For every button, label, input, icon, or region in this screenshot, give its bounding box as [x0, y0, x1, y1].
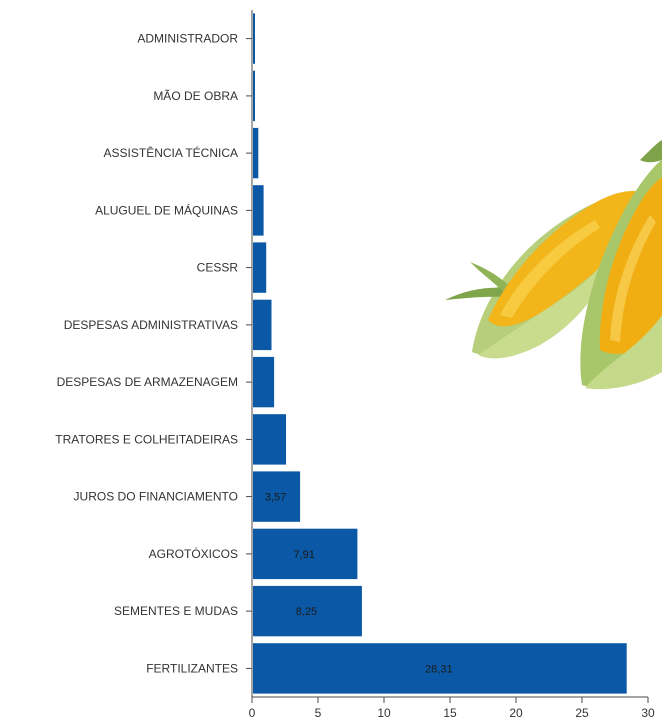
category-label: MÃO DE OBRA	[153, 89, 238, 103]
data-label: 7,91	[293, 549, 314, 561]
bar-2	[253, 127, 259, 179]
category-label: ADMINISTRADOR	[137, 32, 238, 46]
x-tick-label: 10	[377, 706, 391, 720]
x-tick-label: 15	[443, 706, 457, 720]
bar-4	[253, 242, 267, 293]
category-label: TRATORES E COLHEITADEIRAS	[55, 432, 238, 446]
category-label: ALUGUEL DE MÁQUINAS	[95, 202, 238, 217]
category-label: DESPESAS DE ARMAZENAGEM	[57, 375, 238, 389]
bar-7	[253, 414, 286, 465]
bar-10	[253, 585, 362, 637]
x-tick-label: 30	[641, 706, 655, 720]
category-label: AGROTÓXICOS	[149, 546, 238, 561]
category-label: DESPESAS ADMINISTRATIVAS	[64, 318, 238, 332]
x-axis-ticks: 0 5 10 15 20 25 30	[249, 697, 655, 720]
bar-3	[253, 185, 264, 236]
x-tick-label: 25	[575, 706, 589, 720]
category-label: CESSR	[197, 261, 239, 275]
bar-11	[253, 643, 627, 694]
data-label: 8,25	[296, 606, 317, 618]
corn-cobs-image	[445, 140, 662, 390]
category-label: JUROS DO FINANCIAMENTO	[74, 490, 238, 504]
x-tick-label: 0	[249, 706, 256, 720]
bar-6	[253, 356, 275, 408]
data-label: 3,57	[265, 492, 286, 504]
bars-group	[253, 13, 627, 694]
x-tick-label: 20	[509, 706, 523, 720]
category-label: SEMENTES E MUDAS	[114, 604, 238, 618]
y-axis-ticks	[246, 38, 252, 669]
category-label: FERTILIZANTES	[146, 661, 238, 675]
category-labels: ADMINISTRADOR MÃO DE OBRA ASSISTÊNCIA TÉCN…	[55, 32, 238, 676]
data-labels: 3,57 7,91 8,25 28,31	[265, 492, 453, 676]
x-tick-label: 5	[315, 706, 322, 720]
bar-0	[253, 13, 255, 64]
data-label: 28,31	[425, 663, 453, 675]
bar-1	[253, 70, 255, 122]
category-label: ASSISTÊNCIA TÉCNICA	[104, 145, 238, 160]
bar-9	[253, 528, 358, 580]
bar-8	[253, 471, 301, 522]
bar-5	[253, 299, 272, 351]
